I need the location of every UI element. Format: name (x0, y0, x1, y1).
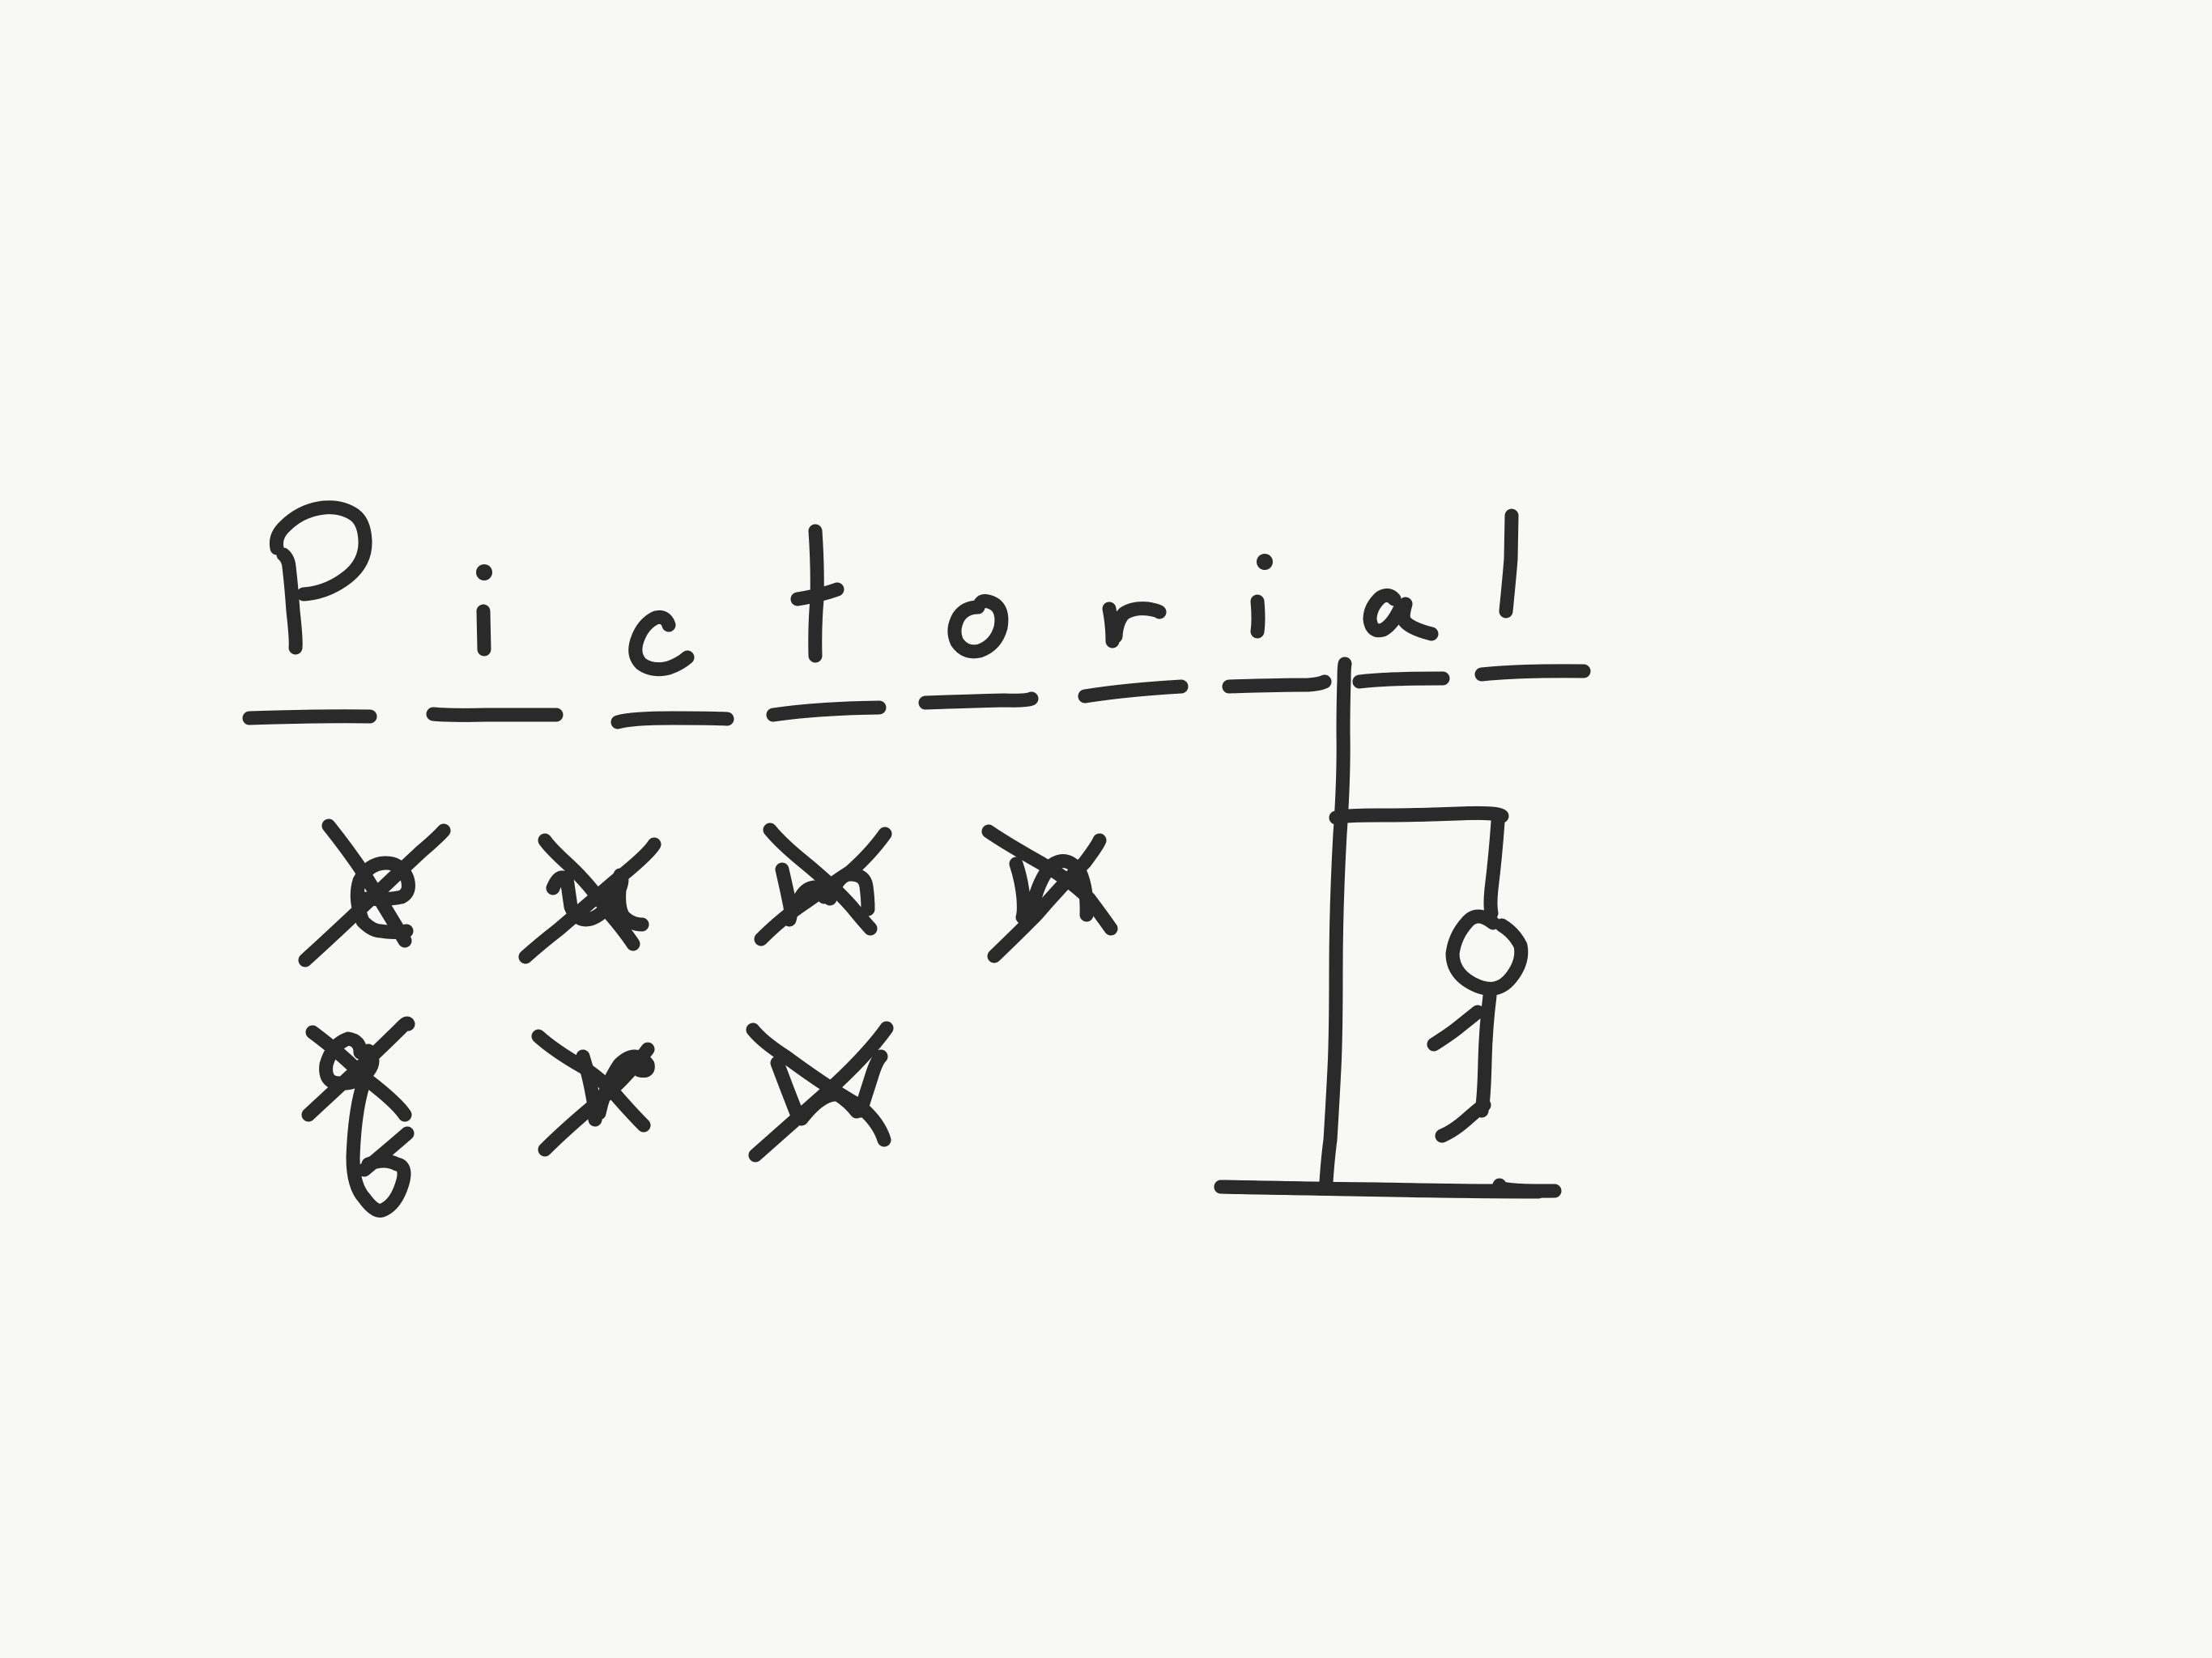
letter-i-2 (1250, 554, 1273, 639)
letter-i-1 (476, 564, 492, 657)
wrong-guess-g (301, 1016, 415, 1218)
letter-t (790, 524, 844, 663)
letter-blanks (242, 664, 1591, 729)
wrong-guess-x (518, 833, 661, 964)
wrong-guesses: 7 (298, 818, 1118, 1218)
letter-r (1102, 602, 1167, 648)
wrong-guess-w (746, 1021, 894, 1163)
word-text: Pictorial! (243, 517, 247, 519)
letter-a (1363, 588, 1439, 641)
wrong-guess-v (531, 1029, 655, 1157)
letter-c (628, 610, 695, 677)
wrong-guess-m (754, 823, 892, 946)
gallows (1214, 657, 1562, 1199)
wrong-guess-count: 7 (324, 906, 325, 908)
wrong-guess-e (298, 818, 451, 967)
letter-exclamation (1499, 508, 1519, 619)
wrong-guess-n (981, 824, 1118, 963)
letter-P (270, 500, 372, 655)
hangman-figure (1427, 909, 1529, 1143)
letter-o (947, 594, 1009, 659)
word-letters: Pictorial! (243, 500, 1519, 677)
